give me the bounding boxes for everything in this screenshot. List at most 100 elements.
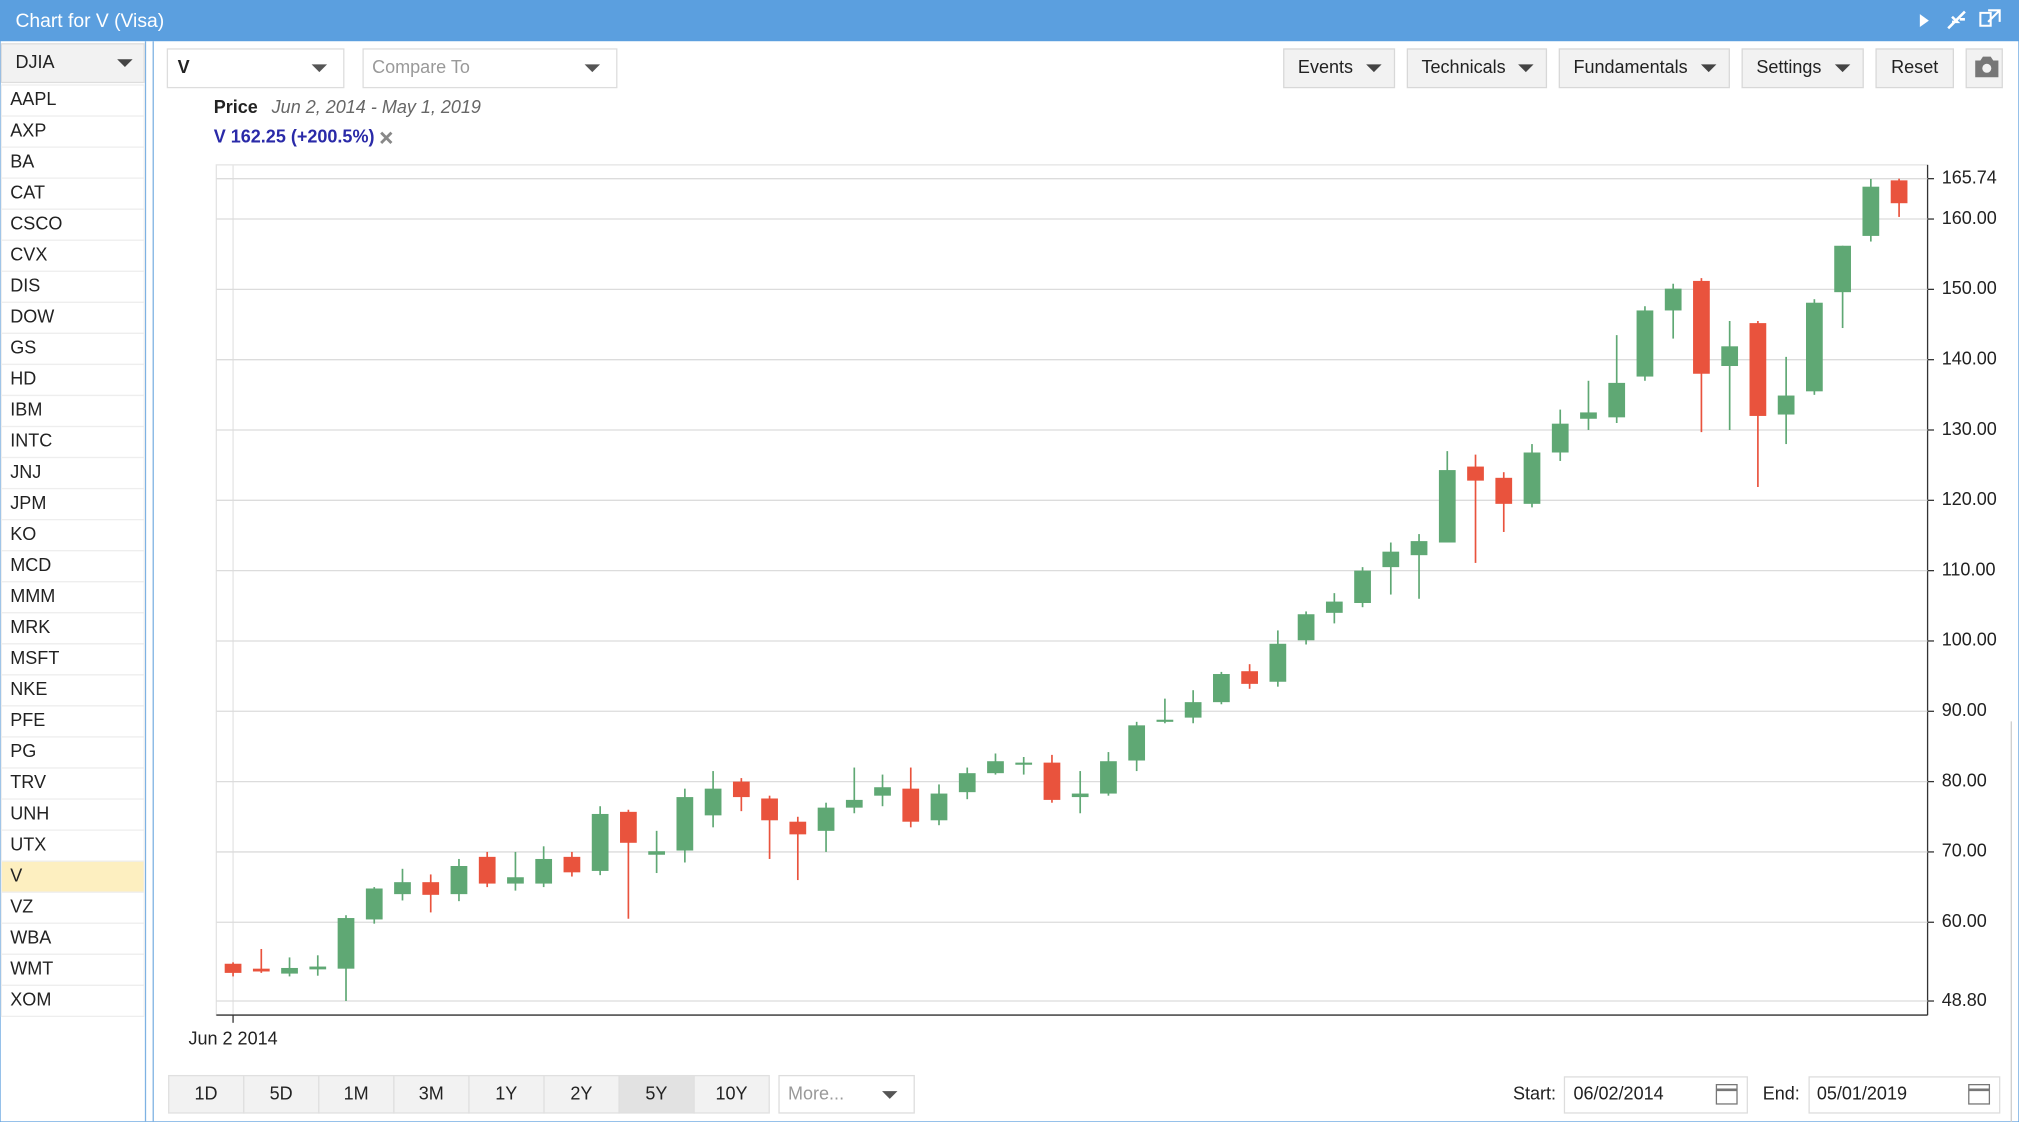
- y-tick-label: 120.00: [1942, 489, 1997, 509]
- index-select[interactable]: [0, 43, 145, 84]
- candle-body: [1862, 186, 1880, 236]
- range-button[interactable]: [693, 1074, 770, 1114]
- candle-body: [224, 963, 242, 973]
- symbol-row[interactable]: [0, 550, 145, 583]
- candle-body: [676, 797, 694, 851]
- symbol-label: JNJ: [10, 462, 41, 482]
- symbol-row[interactable]: [0, 922, 145, 955]
- symbol-row[interactable]: [0, 270, 145, 303]
- candle-body: [478, 856, 496, 884]
- candle-body: [281, 967, 298, 974]
- y-tick-label: 150.00: [1942, 278, 1997, 298]
- symbol-label: UNH: [10, 803, 49, 823]
- remove-series-icon[interactable]: [380, 131, 393, 144]
- symbol-row[interactable]: [0, 829, 145, 862]
- symbol-label: HD: [10, 369, 36, 389]
- range-button-label: 1Y: [495, 1084, 517, 1104]
- candle-body: [1749, 323, 1767, 416]
- compare-input[interactable]: [362, 48, 618, 89]
- symbol-row[interactable]: [0, 705, 145, 738]
- candle-body: [394, 882, 411, 895]
- symbol-row[interactable]: [0, 456, 145, 490]
- symbol-row[interactable]: [0, 84, 145, 117]
- x-tick-label: Jun 2 2014: [188, 1028, 277, 1048]
- candle-body: [1608, 382, 1626, 418]
- calendar-icon: [1968, 1083, 1991, 1105]
- symbol-row[interactable]: [0, 394, 145, 428]
- symbol-label: PG: [10, 741, 36, 761]
- symbol-row[interactable]: [0, 177, 145, 210]
- toolbar-button-label: Settings: [1756, 57, 1821, 77]
- candle-body: [1721, 346, 1739, 367]
- toolbar-button-label: Events: [1298, 57, 1353, 77]
- symbol-row[interactable]: [0, 519, 145, 552]
- symbol-row[interactable]: [0, 860, 145, 893]
- candle-body: [1015, 762, 1033, 765]
- symbol-row[interactable]: [0, 301, 145, 335]
- symbol-label: MSFT: [10, 648, 59, 668]
- symbol-row[interactable]: [0, 767, 145, 800]
- symbol-row[interactable]: [0, 487, 145, 521]
- collapse-icon[interactable]: [1947, 10, 1966, 30]
- toolbar-button[interactable]: [1558, 48, 1730, 89]
- candle-body: [958, 773, 976, 793]
- candle-body: [902, 788, 920, 822]
- symbol-label: MMM: [10, 586, 55, 606]
- symbol-label: CAT: [10, 182, 45, 202]
- toolbar-button-label: Fundamentals: [1573, 57, 1687, 77]
- candle-body: [648, 851, 665, 855]
- symbol-row[interactable]: [0, 984, 145, 1018]
- range-button[interactable]: [618, 1074, 695, 1114]
- candle-body: [563, 856, 581, 873]
- candle-body: [365, 888, 383, 920]
- candle-body: [789, 821, 807, 835]
- symbol-row[interactable]: [0, 736, 145, 769]
- candle-body: [1523, 452, 1541, 504]
- symbol-label: CSCO: [10, 213, 62, 233]
- symbol-label: VZ: [10, 896, 33, 916]
- candle-body: [1636, 310, 1654, 377]
- start-date: 06/02/2014: [1573, 1084, 1663, 1104]
- range-button[interactable]: [243, 1074, 320, 1114]
- symbol-label: MRK: [10, 617, 50, 637]
- range-button-label: 2Y: [570, 1084, 592, 1104]
- candle-body: [1382, 551, 1400, 568]
- y-tick-label: 100.00: [1942, 630, 1997, 650]
- symbol-label: MCD: [10, 555, 51, 575]
- symbol-row[interactable]: [0, 674, 145, 707]
- end-label: End:: [1763, 1084, 1800, 1104]
- candle-body: [1325, 601, 1343, 613]
- y-tick-label: 160.00: [1942, 208, 1997, 228]
- start-label: Start:: [1513, 1084, 1556, 1104]
- candle-body: [845, 799, 863, 808]
- range-button-label: 5Y: [645, 1084, 667, 1104]
- index-select-label: DJIA: [15, 52, 54, 72]
- symbol-row[interactable]: [0, 581, 145, 614]
- candle-body: [422, 882, 440, 895]
- symbol-row[interactable]: [0, 115, 145, 148]
- symbol-row[interactable]: [0, 146, 145, 179]
- end-date-input[interactable]: [1808, 1076, 2001, 1114]
- symbol-row[interactable]: [0, 643, 145, 676]
- symbol-row[interactable]: [0, 798, 145, 831]
- symbol-row[interactable]: [0, 363, 145, 397]
- symbol-row[interactable]: [0, 612, 145, 645]
- candle-body: [1834, 245, 1851, 293]
- symbol-row[interactable]: [0, 239, 145, 272]
- window-title: Chart for V (Visa): [15, 11, 164, 32]
- range-button[interactable]: [318, 1074, 395, 1114]
- symbol-input[interactable]: [166, 48, 345, 89]
- play-icon[interactable]: [1919, 14, 1929, 28]
- candle-body: [309, 966, 327, 970]
- symbol-row[interactable]: [0, 208, 145, 241]
- candle-body: [507, 877, 524, 884]
- range-button[interactable]: [168, 1074, 245, 1114]
- range-button[interactable]: [543, 1074, 620, 1114]
- range-button[interactable]: [393, 1074, 470, 1114]
- popout-icon[interactable]: [1979, 9, 2001, 27]
- reset-button[interactable]: [1875, 48, 1954, 89]
- symbol-label: IBM: [10, 400, 42, 420]
- dropdown-arrow: [117, 59, 133, 67]
- candle-body: [1890, 180, 1908, 204]
